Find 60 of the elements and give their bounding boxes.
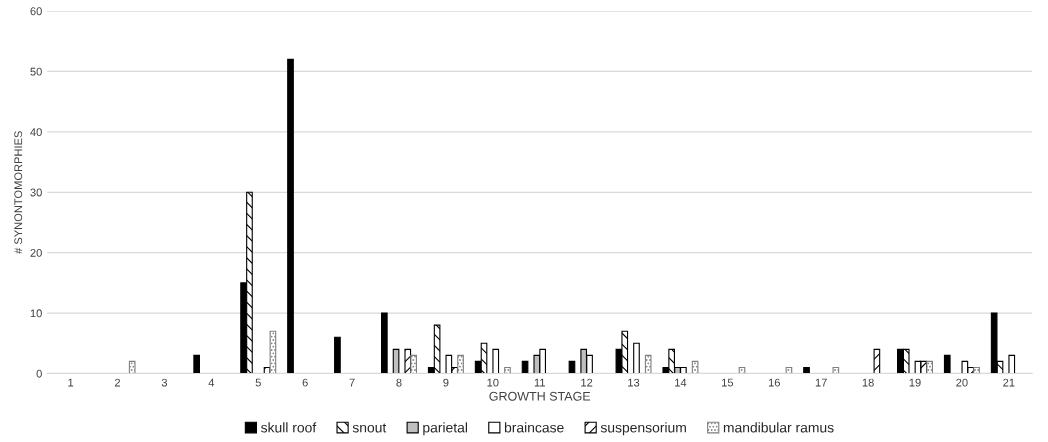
y-tick-label: 40 xyxy=(30,128,42,136)
x-tick-label: 2 xyxy=(115,378,121,387)
bar xyxy=(926,360,934,374)
legend-label: skull roof xyxy=(261,422,317,433)
bar xyxy=(445,354,453,374)
y-tick-label: 0 xyxy=(36,369,42,378)
bar xyxy=(973,366,980,374)
bar xyxy=(457,354,464,374)
bar xyxy=(1008,354,1016,374)
x-tick-label: 7 xyxy=(349,378,355,387)
x-tick-label: 16 xyxy=(768,378,780,387)
x-tick-label: 10 xyxy=(487,378,499,387)
bar xyxy=(633,342,640,374)
x-tick-label: 14 xyxy=(675,378,687,387)
legend-label: parietal xyxy=(423,422,468,436)
x-tick-label: 19 xyxy=(909,378,921,387)
bar xyxy=(410,354,417,374)
bar xyxy=(380,312,388,374)
bar xyxy=(287,58,294,374)
x-tick-label: 15 xyxy=(722,378,734,387)
legend-label: braincase xyxy=(504,422,564,433)
bar xyxy=(832,366,840,374)
bar xyxy=(785,366,793,374)
bar xyxy=(961,360,969,374)
bar xyxy=(492,348,500,374)
bar xyxy=(193,354,201,374)
x-axis-title: GROWTH STAGE xyxy=(489,391,591,401)
y-tick-label: 20 xyxy=(30,248,42,257)
x-tick-label: 3 xyxy=(161,378,168,387)
x-tick-label: 18 xyxy=(862,378,874,387)
x-tick-label: 17 xyxy=(815,378,827,387)
bar xyxy=(269,330,277,374)
legend-label: snout xyxy=(352,423,387,433)
legend-label: mandibular ramus xyxy=(723,422,834,433)
y-tick-label: 60 xyxy=(30,7,42,16)
bar xyxy=(691,360,699,374)
y-axis-title: # SYNONTOMORPHIES xyxy=(14,131,23,254)
y-tick-label: 10 xyxy=(30,309,42,318)
x-tick-label: 11 xyxy=(534,378,545,387)
bar xyxy=(644,354,652,374)
x-tick-label: 8 xyxy=(396,378,402,387)
x-tick-label: 4 xyxy=(208,378,215,387)
x-tick-label: 5 xyxy=(255,378,261,387)
x-tick-label: 21 xyxy=(1003,378,1015,387)
y-tick-label: 30 xyxy=(30,188,42,197)
y-tick-label: 50 xyxy=(30,67,42,76)
legend-label: suspensorium xyxy=(600,422,686,436)
bar xyxy=(803,366,810,374)
bar xyxy=(334,336,341,374)
x-tick-label: 20 xyxy=(956,378,968,387)
x-tick-label: 12 xyxy=(581,378,593,387)
bar xyxy=(873,348,881,374)
x-tick-label: 1 xyxy=(68,378,74,387)
bar xyxy=(404,348,412,374)
bar xyxy=(504,366,511,374)
bar xyxy=(943,354,951,374)
x-tick-label: 13 xyxy=(628,378,640,387)
x-tick-label: 9 xyxy=(443,378,449,387)
x-tick-label: 6 xyxy=(302,378,308,387)
bar xyxy=(128,360,136,374)
